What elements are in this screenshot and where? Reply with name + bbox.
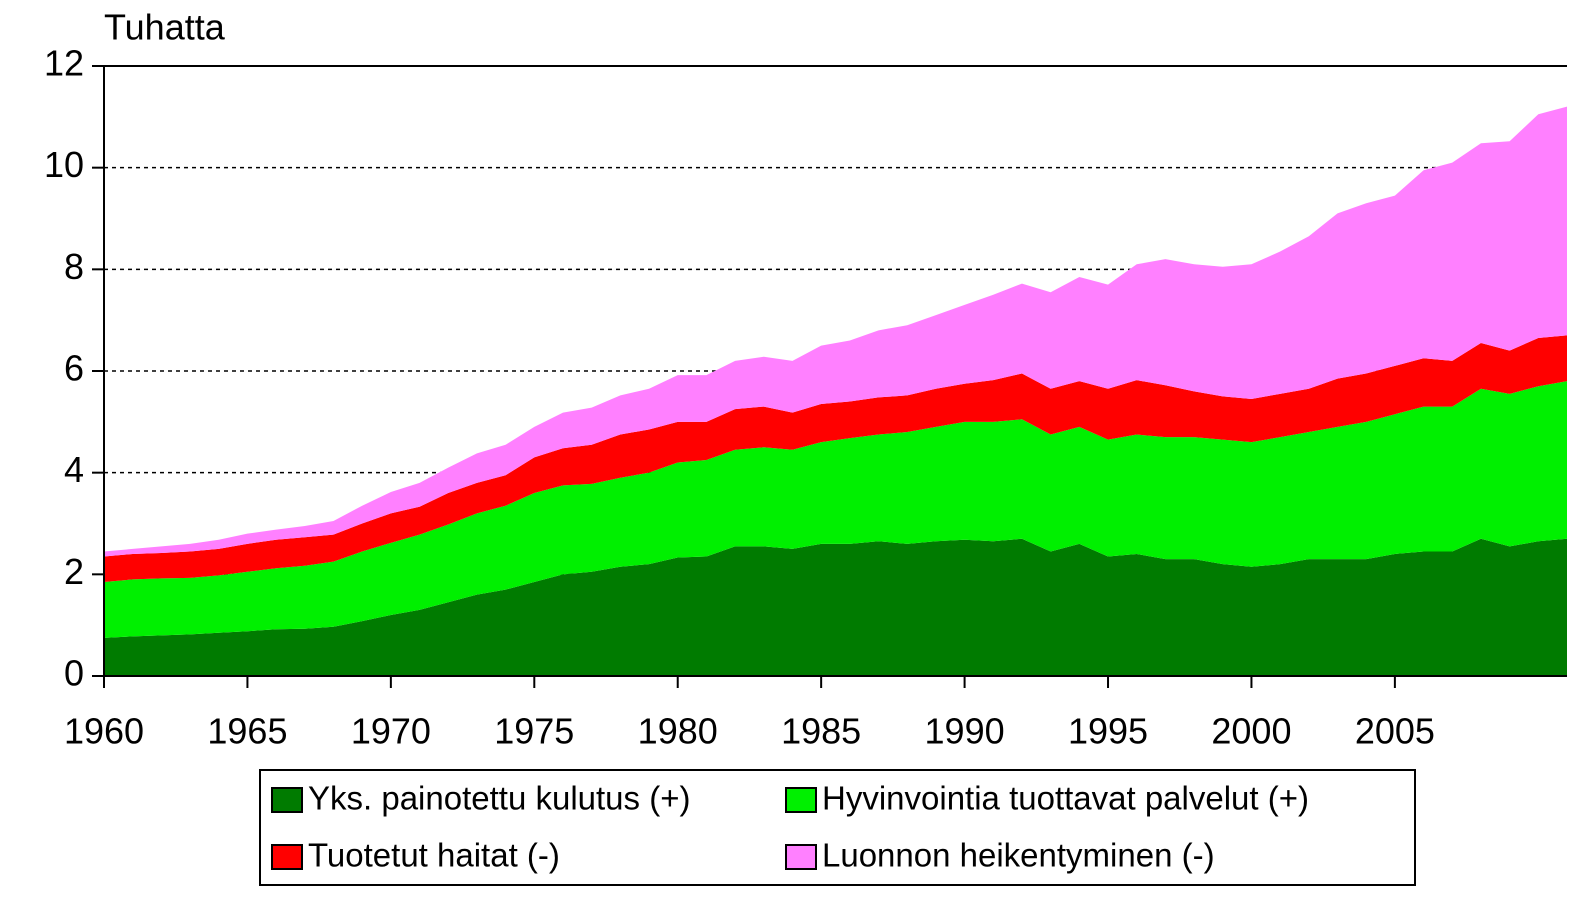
x-tick-label: 1960: [64, 711, 144, 752]
area: [104, 335, 1567, 582]
x-tick-label: 1990: [925, 711, 1005, 752]
y-tick-label: 4: [64, 449, 84, 490]
y-tick-label: 2: [64, 551, 84, 592]
area: [104, 381, 1567, 638]
x-tick-label: 1995: [1068, 711, 1148, 752]
x-tick-label: 2005: [1355, 711, 1435, 752]
y-tick-label: 8: [64, 246, 84, 287]
legend-swatch: [785, 844, 817, 870]
legend-label: Yks. painotettu kulutus (+): [308, 780, 690, 817]
x-tick-label: 1975: [494, 711, 574, 752]
x-tick-label: 1970: [351, 711, 431, 752]
legend-label: Tuotetut haitat (-): [308, 837, 560, 874]
y-tick-label: 0: [64, 653, 84, 694]
legend-box: [259, 769, 1416, 886]
x-tick-label: 1980: [638, 711, 718, 752]
legend-label: Luonnon heikentyminen (-): [822, 837, 1215, 874]
area: [104, 538, 1567, 676]
y-tick-label: 10: [44, 144, 84, 185]
legend-label: Hyvinvointia tuottavat palvelut (+): [822, 780, 1309, 817]
legend-swatch: [785, 787, 817, 813]
legend-swatch: [271, 844, 303, 870]
y-tick-label: 12: [44, 43, 84, 84]
x-tick-label: 1985: [781, 711, 861, 752]
x-tick-label: 2000: [1211, 711, 1291, 752]
area: [104, 106, 1567, 557]
y-tick-label: 6: [64, 348, 84, 389]
y-axis-label: Tuhatta: [104, 7, 226, 48]
x-tick-label: 1965: [207, 711, 287, 752]
legend-swatch: [271, 787, 303, 813]
